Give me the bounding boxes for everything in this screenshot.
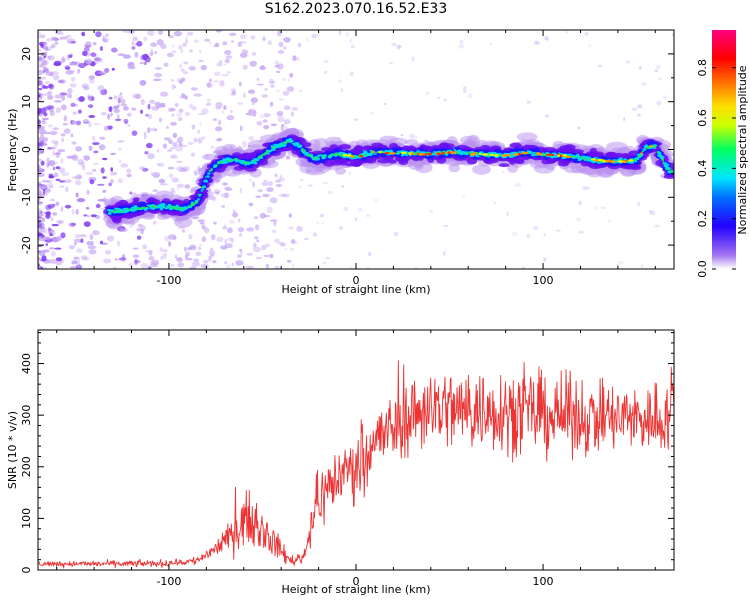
snr-y-tick-label: 200 (20, 456, 33, 477)
spectrogram-y-tick-label: 20 (20, 47, 33, 61)
spectrogram-ridge (102, 128, 674, 230)
snr-y-tick-label: 100 (20, 508, 33, 529)
snr-panel: -100 0 100 0 100 200 300 400 Height of straight… (6, 329, 675, 596)
chart-title: S162.2023.070.16.52.E33 (264, 1, 448, 17)
snr-x-tick-label: 0 (353, 575, 360, 588)
spectrogram-y-label: Frequency (Hz) (6, 109, 19, 192)
colorbar-tick-label: 0.4 (696, 160, 709, 178)
snr-x-tick-label: -100 (156, 575, 181, 588)
snr-y-tick-label: 300 (20, 405, 33, 426)
colorbar-label: Normalized spectral amplitude (736, 65, 749, 234)
snr-y-tick-label: 400 (20, 353, 33, 374)
spectrogram-x-label: Height of straight line (km) (281, 283, 430, 296)
snr-y-tick-label: 0 (20, 567, 33, 574)
colorbar-tick-label: 0.6 (696, 109, 709, 127)
spectrogram-x-tick-label: 0 (353, 274, 360, 287)
spectrogram-y-tick-label: 10 (20, 95, 33, 109)
snr-y-label: SNR (10 * v/v) (6, 411, 19, 489)
colorbar-tick-label: 0.8 (696, 59, 709, 77)
spectrogram-y-tick-label: -20 (20, 236, 33, 254)
spectrogram-x-tick-label: -100 (156, 274, 181, 287)
spectrogram-x-tick-label: 100 (533, 274, 554, 287)
spectrogram-y-tick-label: 0 (20, 146, 33, 153)
snr-x-label: Height of straight line (km) (281, 583, 430, 596)
snr-series-line (38, 360, 674, 569)
spectrogram-y-tick-label: -10 (20, 188, 33, 206)
colorbar: 0.0 0.2 0.4 0.6 0.8 Normalized spectral ampl… (696, 30, 749, 278)
snr-frame (37, 329, 675, 571)
colorbar-tick-label: 0.0 (696, 260, 709, 278)
snr-x-tick-label: 100 (533, 575, 554, 588)
colorbar-tick-label: 0.2 (696, 210, 709, 228)
colorbar-gradient (712, 30, 736, 269)
